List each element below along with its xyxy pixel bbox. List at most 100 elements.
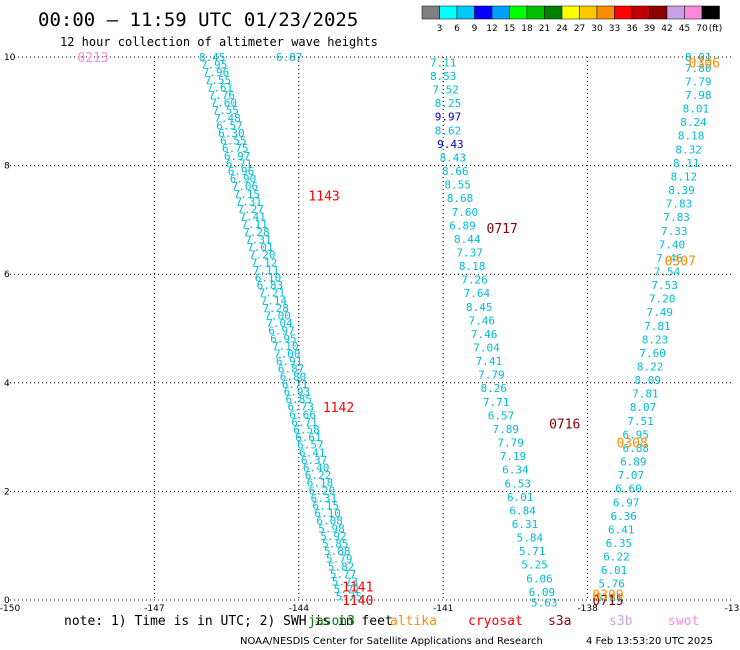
y-tick-label: 10 — [4, 53, 16, 63]
wave-height-value: 7.15 — [234, 188, 261, 201]
wave-height-value: 6.58 — [293, 423, 320, 436]
wave-height-value: 7.14 — [261, 294, 288, 307]
wave-height-value: 5.79 — [326, 553, 353, 566]
colorbar-swatch — [439, 5, 458, 20]
x-tick-label: -141 — [433, 604, 453, 614]
wave-height-value: 6.89 — [620, 456, 647, 469]
wave-height-value: 7.46 — [656, 252, 683, 265]
wave-height-value: 6.37 — [301, 454, 328, 467]
chart-subtitle: 12 hour collection of altimeter wave hei… — [60, 35, 378, 49]
pass-time-label: 0306 — [689, 56, 720, 71]
wave-height-value: 7.40 — [659, 238, 686, 251]
colorbar-label: 21 — [539, 24, 550, 34]
wave-height-value: 6.97 — [224, 150, 251, 163]
wave-height-value: 7.54 — [654, 265, 681, 278]
wave-height-value: 5.73 — [332, 576, 359, 589]
wave-height-value: 6.89 — [449, 219, 476, 232]
wave-height-value: 8.45 — [466, 301, 493, 314]
wave-height-value: 8.44 — [454, 233, 481, 246]
colorbar-label: 9 — [472, 24, 478, 34]
wave-height-value: 6.35 — [606, 537, 633, 550]
wave-height-value: 6.60 — [615, 483, 642, 496]
wave-height-value: 6.41 — [608, 523, 635, 536]
colorbar-swatch — [701, 5, 720, 20]
colorbar-label: 39 — [644, 24, 656, 34]
wave-height-value: 8.24 — [680, 116, 707, 129]
wave-height-value: 5.63 — [531, 597, 558, 610]
wave-height-value: 7.64 — [464, 287, 491, 300]
wave-height-value: 7.60 — [639, 347, 666, 360]
wave-height-value: 6.15 — [313, 500, 340, 513]
wave-height-value: 8.12 — [671, 170, 698, 183]
wave-height-value: 6.83 — [257, 279, 284, 292]
x-tick-label: -13 — [725, 604, 740, 614]
pass-time-label: 1140 — [342, 594, 373, 609]
wave-height-value: 6.53 — [505, 477, 532, 490]
wave-height-value: 7.83 — [666, 198, 693, 211]
wave-height-value: 7.27 — [237, 203, 264, 216]
wave-height-value: 6.31 — [512, 518, 539, 531]
wave-height-value: 6.57 — [297, 439, 324, 452]
wave-height-value: 7.98 — [685, 89, 712, 102]
wave-height-value: 7.26 — [461, 274, 488, 287]
wave-height-value: 7.11 — [430, 56, 457, 69]
wave-height-value: 6.22 — [305, 469, 332, 482]
wave-height-value: 7.83 — [663, 211, 690, 224]
wave-height-value: 5.71 — [519, 545, 546, 558]
wave-height-value: 8.07 — [630, 401, 657, 414]
wave-height-value: 6.95 — [622, 428, 649, 441]
wave-height-value: 6.30 — [218, 127, 245, 140]
wave-height-value: 6.09 — [529, 586, 556, 599]
wave-height-value: 6.55 — [220, 135, 247, 148]
colorbar-swatch — [474, 5, 493, 20]
x-tick-label: -147 — [144, 604, 164, 614]
wave-height-value: 8.55 — [444, 179, 471, 192]
colorbar-swatch — [544, 5, 563, 20]
wave-height-value: 8.39 — [668, 184, 695, 197]
pass-time-label: 0716 — [549, 418, 580, 433]
colorbar-label: 36 — [626, 24, 638, 34]
wave-height-value: 8.23 — [642, 333, 669, 346]
wave-height-value: 7.20 — [249, 249, 276, 262]
wave-height-value: 6.10 — [314, 507, 341, 520]
satellite-legend-item: jason3 — [308, 614, 355, 629]
y-tick-label: 8 — [4, 162, 10, 172]
colorbar-unit: (ft) — [709, 24, 723, 34]
wave-height-value: 5.98 — [318, 522, 345, 535]
pass-time-label: 0715 — [592, 594, 623, 609]
wave-height-value: 6.87 — [276, 51, 303, 64]
wave-height-value: 8.25 — [435, 97, 462, 110]
satellite-legend-item: swot — [668, 614, 699, 629]
wave-height-value: 7.01 — [247, 241, 274, 254]
wave-height-value: 8.66 — [442, 165, 469, 178]
wave-height-value: 7.81 — [644, 320, 671, 333]
wave-height-value: 7.55 — [205, 74, 232, 87]
wave-height-value: 7.60 — [210, 97, 237, 110]
wave-height-value: 7.53 — [651, 279, 678, 292]
x-tick-label: -150 — [0, 604, 20, 614]
wave-height-value: 6.31 — [311, 492, 338, 505]
wave-height-value: 7.46 — [471, 328, 498, 341]
satellite-legend-item: s3a — [548, 614, 571, 629]
wave-height-value: 6.90 — [230, 173, 257, 186]
wave-height-value: 6.95 — [270, 332, 297, 345]
wave-height-value: 7.00 — [264, 309, 291, 322]
generated-timestamp: 4 Feb 13:53:20 UTC 2025 — [586, 636, 713, 647]
wave-height-value: 5.71 — [334, 583, 361, 596]
wave-height-value: 6.80 — [280, 370, 307, 383]
wave-height-value: 7.21 — [259, 287, 286, 300]
colorbar-label: 12 — [486, 24, 497, 34]
wave-height-value: 7.41 — [476, 355, 503, 368]
pass-time-label: 0717 — [487, 222, 518, 237]
wave-height-value: 6.93 — [284, 385, 311, 398]
wave-height-value: 7.60 — [452, 206, 479, 219]
wave-height-value: 7.81 — [632, 388, 659, 401]
wave-height-value: 5.77 — [330, 568, 357, 581]
wave-height-value: 8.26 — [480, 382, 507, 395]
wave-height-value: 7.41 — [239, 211, 266, 224]
colorbar-swatch — [666, 5, 685, 20]
wave-height-value: 8.68 — [447, 192, 474, 205]
wave-height-value: 7.51 — [627, 415, 654, 428]
wave-height-value: 6.97 — [613, 496, 640, 509]
colorbar-swatch — [684, 5, 703, 20]
